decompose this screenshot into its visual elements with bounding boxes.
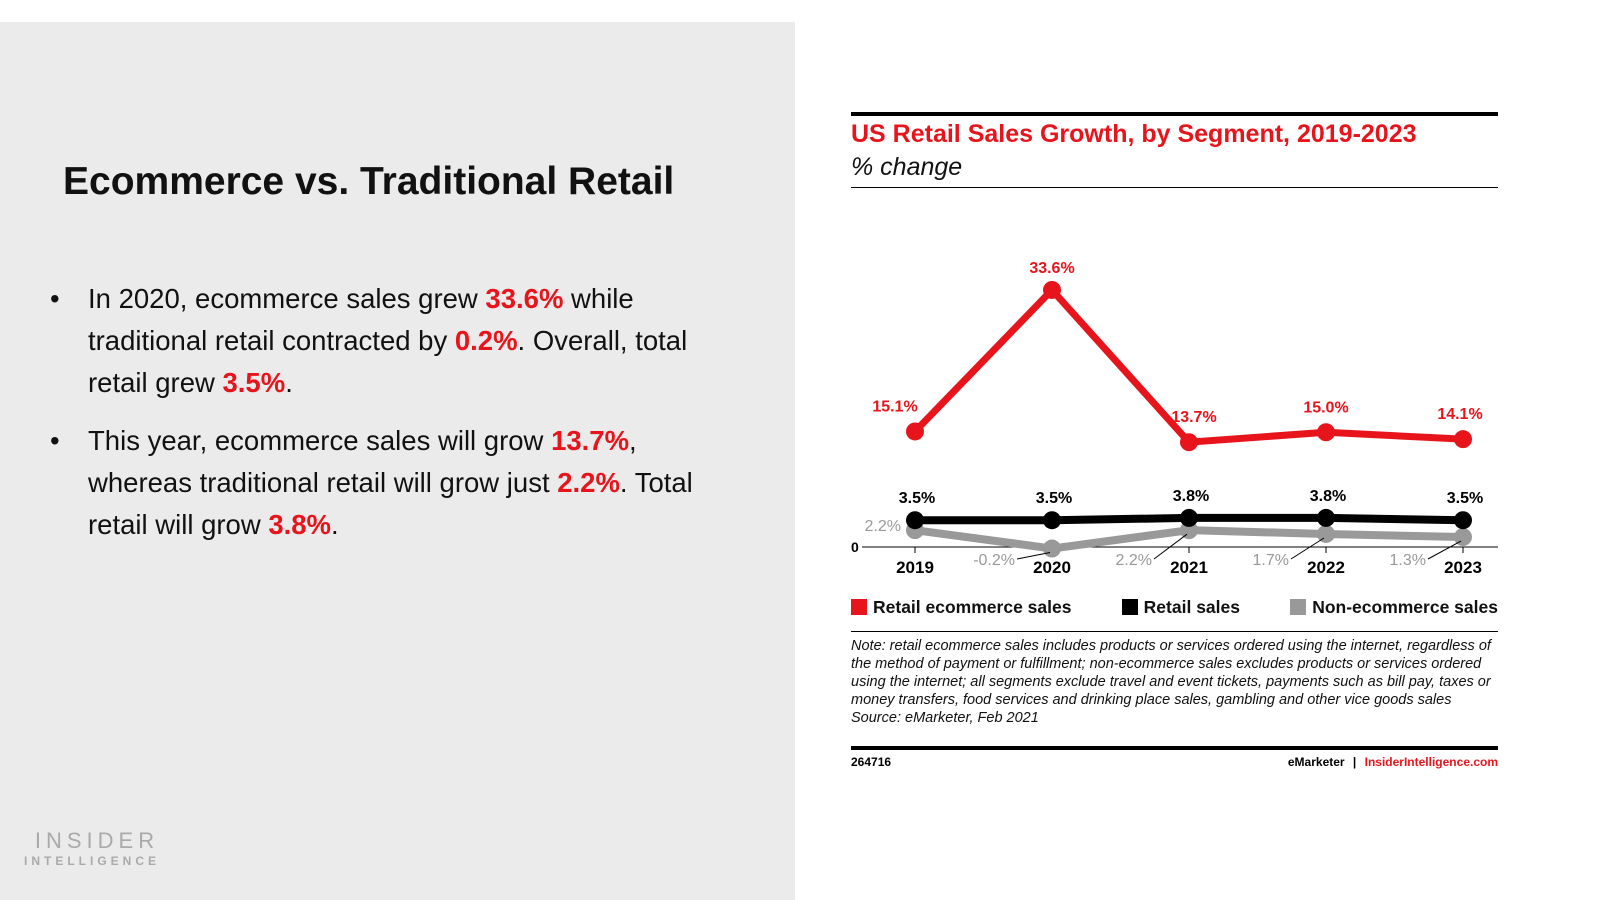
- data-point: [906, 511, 924, 530]
- legend-item: Retail ecommerce sales: [851, 597, 1071, 618]
- data-label: 1.3%: [1390, 552, 1426, 569]
- data-label: 33.6%: [1029, 260, 1074, 277]
- legend-label: Non-ecommerce sales: [1312, 597, 1498, 617]
- chart-subtitle: % change: [851, 153, 963, 181]
- brand-name: eMarketer: [1287, 755, 1345, 769]
- highlight-value: 3.5%: [222, 367, 286, 398]
- data-label: 15.1%: [872, 398, 917, 415]
- data-label: 3.8%: [1310, 488, 1346, 505]
- data-point: [1043, 511, 1061, 530]
- data-label: 3.8%: [1173, 488, 1209, 505]
- legend-swatch: [851, 599, 867, 615]
- x-tick-label: 2021: [1170, 558, 1208, 577]
- data-point: [1043, 280, 1061, 299]
- top-rule: [851, 112, 1498, 116]
- data-label: 13.7%: [1171, 409, 1216, 426]
- legend-item: Retail sales: [1121, 597, 1240, 618]
- legend-rule: [851, 631, 1498, 632]
- left-panel: [0, 22, 795, 900]
- logo-line2: INTELLIGENCE: [24, 854, 161, 868]
- bullet-text: while traditional retail contracted by: [88, 283, 634, 356]
- bullet-text: .: [331, 509, 339, 540]
- note-text: Note: retail ecommerce sales includes pr…: [851, 638, 1491, 708]
- data-point: [906, 422, 924, 441]
- chart-note: Note: retail ecommerce sales includes pr…: [851, 637, 1501, 727]
- bullet-text: . Overall, total retail grew: [88, 325, 688, 398]
- bullet-text: .: [285, 367, 293, 398]
- chart-legend: Retail ecommerce sales Retail sales Non-ec…: [851, 597, 1498, 618]
- bullet-list: • In 2020, ecommerce sales grew 33.6% whi…: [50, 278, 730, 562]
- data-label: 3.5%: [1036, 490, 1072, 507]
- data-point: [1180, 433, 1198, 452]
- bottom-rule: [851, 746, 1498, 750]
- highlight-value: 2.2%: [557, 467, 620, 498]
- highlight-value: 13.7%: [551, 425, 630, 456]
- legend-item: Non-ecommerce sales: [1290, 597, 1498, 618]
- legend-swatch: [1290, 599, 1307, 615]
- data-label: 3.5%: [1447, 490, 1483, 507]
- highlight-value: 33.6%: [485, 283, 564, 314]
- x-tick-label: 2023: [1444, 558, 1482, 577]
- footer-brand: eMarketer | InsiderIntelligence.com: [1288, 755, 1498, 769]
- data-label: 15.0%: [1303, 399, 1348, 416]
- data-label: -0.2%: [973, 552, 1015, 569]
- bullet-text: This year, ecommerce sales will grow: [88, 425, 552, 456]
- data-label: 1.7%: [1253, 552, 1289, 569]
- x-tick-label: 2020: [1033, 558, 1071, 577]
- brand-link[interactable]: InsiderIntelligence.com: [1364, 755, 1498, 769]
- source-text: Source: eMarketer, Feb 2021: [851, 710, 1039, 726]
- legend-label: Retail sales: [1143, 597, 1240, 617]
- logo-line1: INSIDER: [34, 828, 160, 853]
- bullet-item: • In 2020, ecommerce sales grew 33.6% whi…: [50, 278, 730, 404]
- x-tick-label: 2019: [896, 558, 934, 577]
- title-rule: [851, 187, 1498, 188]
- data-point: [1317, 508, 1335, 527]
- data-label: 3.5%: [899, 490, 935, 507]
- insider-intelligence-logo: INSIDER INTELLIGENCE: [24, 828, 160, 868]
- bullet-text: In 2020, ecommerce sales grew: [88, 283, 486, 314]
- label-leader-line: [1153, 533, 1188, 560]
- bullet-text: . Total retail will grow: [88, 467, 693, 540]
- highlight-value: 0.2%: [454, 325, 518, 356]
- bullet-item: • This year, ecommerce sales will grow 13…: [50, 420, 730, 546]
- chart-id: 264716: [851, 755, 892, 769]
- slide-heading: Ecommerce vs. Traditional Retail: [63, 160, 675, 203]
- data-point: [1317, 524, 1335, 543]
- bullet-marker: •: [50, 283, 60, 314]
- data-point: [1454, 511, 1472, 530]
- highlight-value: 3.8%: [268, 509, 332, 540]
- label-leader-line: [1290, 537, 1325, 560]
- label-leader-line: [1427, 540, 1462, 560]
- legend-swatch: [1121, 599, 1138, 615]
- legend-label: Retail ecommerce sales: [873, 597, 1072, 617]
- data-point: [1454, 430, 1472, 449]
- x-tick-label: 2022: [1307, 558, 1345, 577]
- brand-separator: |: [1352, 755, 1357, 769]
- chart-title: US Retail Sales Growth, by Segment, 2019…: [851, 120, 1417, 148]
- data-label: 14.1%: [1437, 406, 1482, 423]
- data-label: 2.2%: [865, 518, 901, 535]
- data-point: [1317, 423, 1335, 442]
- data-point: [1454, 528, 1472, 547]
- data-point: [1043, 539, 1061, 558]
- label-leader-line: [1016, 552, 1051, 560]
- y-zero-label: 0: [851, 539, 859, 555]
- bullet-text: , whereas traditional retail will grow j…: [88, 425, 637, 498]
- data-point: [1180, 508, 1198, 527]
- bullet-marker: •: [50, 425, 60, 456]
- data-label: 2.2%: [1116, 552, 1152, 569]
